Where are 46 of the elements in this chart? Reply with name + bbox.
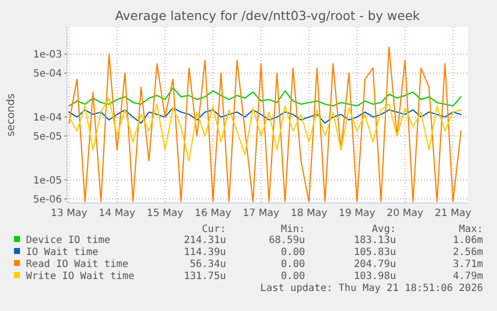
x-tick-label: 20 May [386,208,424,219]
y-axis-title: seconds [5,94,17,136]
text: Max: [458,224,483,235]
y-tick-label: 5e-06 [33,194,62,206]
line-series [68,87,462,107]
text: 56.34u [190,259,226,270]
text: Last update: Thu May 21 18:51:06 2026 [260,283,483,294]
text: 204.79u [354,259,396,270]
x-tick-label: 18 May [290,208,328,219]
text: 1.06m [452,235,483,246]
line-series [68,107,462,124]
chart-title: Average latency for /dev/ntt03-vg/root - by week [115,8,421,23]
text: 68.59u [268,235,305,246]
text: 103.98u [354,271,396,282]
y-tick-label: 1e-04 [33,112,62,124]
line-series [68,46,462,202]
text: 114.39u [184,247,226,258]
legend-label: Write IO Wait time [26,271,134,282]
legend-label: Read IO Wait time [26,259,128,270]
x-tick-label: 16 May [194,208,232,219]
y-tick-label: 5e-04 [33,68,62,80]
x-tick-label: 13 May [50,208,88,219]
y-tick-label: 1e-05 [33,175,62,186]
text: 183.13u [354,235,396,246]
x-tick-label: 14 May [98,208,136,219]
y-tick-label: 1e-03 [33,50,62,61]
legend-label: IO Wait time [26,247,98,258]
text: 4.79m [452,271,483,282]
legend-label: Device IO time [26,235,110,246]
text: 2.56m [452,247,483,258]
text: 131.75u [184,271,226,282]
text: 0.00 [280,247,305,258]
x-tick-label: 17 May [242,208,280,219]
text: 105.83u [354,247,396,258]
text: 0.00 [280,271,305,282]
text: 214.31u [184,235,226,246]
line-series [68,98,462,162]
text: Min: [280,224,305,235]
text: 3.71m [452,259,483,270]
text: 0.00 [280,259,305,270]
x-tick-label: 19 May [338,208,376,219]
x-tick-label: 15 May [146,208,184,219]
y-tick-label: 5e-05 [33,131,62,142]
text: Cur: [202,224,226,235]
text: Avg: [372,224,396,235]
x-tick-label: 21 May [434,208,472,219]
